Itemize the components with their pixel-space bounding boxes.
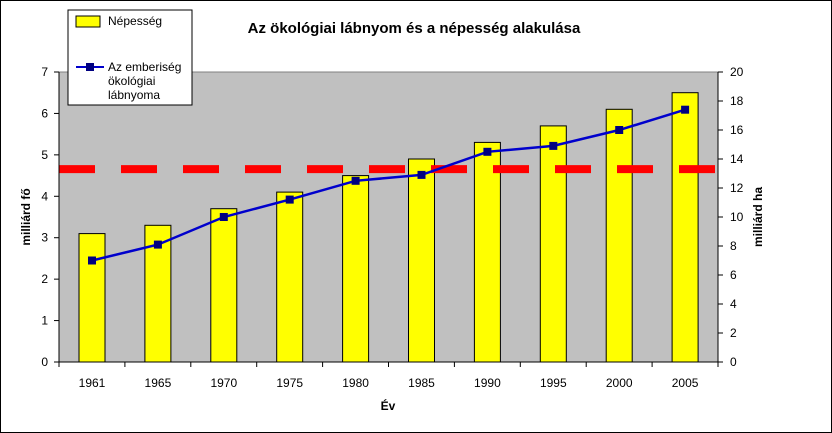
y2-tick-label: 10 bbox=[730, 210, 744, 224]
x-tick-label: 1961 bbox=[79, 376, 106, 390]
x-axis-label: Év bbox=[381, 398, 396, 413]
y2-tick-label: 2 bbox=[730, 326, 737, 340]
y2-tick-label: 16 bbox=[730, 123, 744, 137]
footprint-point-1995 bbox=[549, 141, 558, 150]
footprint-point-1965 bbox=[153, 240, 162, 249]
x-tick-label: 2000 bbox=[606, 376, 633, 390]
y2-tick-label: 12 bbox=[730, 181, 744, 195]
legend-label-population: Népesség bbox=[108, 14, 162, 28]
y-tick-label: 6 bbox=[41, 106, 48, 120]
y2-tick-label: 6 bbox=[730, 268, 737, 282]
y-tick-label: 3 bbox=[41, 231, 48, 245]
footprint-point-1980 bbox=[351, 176, 360, 185]
x-tick-label: 1970 bbox=[210, 376, 237, 390]
y-tick-label: 7 bbox=[41, 65, 48, 79]
bar-1995 bbox=[539, 125, 567, 363]
y-tick-label: 2 bbox=[41, 272, 48, 286]
x-tick-label: 1980 bbox=[342, 376, 369, 390]
bar-1961 bbox=[78, 233, 106, 363]
bar-2000 bbox=[605, 108, 633, 363]
chart-title: Az ökológiai lábnyom és a népesség alaku… bbox=[248, 20, 581, 37]
y-tick-label: 1 bbox=[41, 314, 48, 328]
footprint-point-1961 bbox=[88, 256, 96, 265]
bar-1970 bbox=[210, 208, 238, 363]
x-tick-label: 1975 bbox=[276, 376, 303, 390]
bar-1985 bbox=[408, 158, 435, 363]
legend-label-footprint-2: ökológiai bbox=[108, 74, 155, 88]
legend: Népesség Az emberiség ökológiai lábnyoma bbox=[67, 9, 193, 106]
y-tick-label: 5 bbox=[41, 148, 48, 162]
y2-axis-label: milliárd ha bbox=[751, 187, 765, 247]
x-tick-label: 1990 bbox=[474, 376, 501, 390]
bar-1980 bbox=[342, 175, 370, 363]
y2-tick-label: 20 bbox=[730, 65, 744, 79]
y-tick-label: 4 bbox=[41, 189, 48, 203]
line-series bbox=[88, 105, 690, 265]
footprint-point-2000 bbox=[615, 126, 624, 134]
x-tick-label: 2005 bbox=[672, 376, 699, 390]
footprint-line bbox=[91, 108, 686, 262]
bar-1975 bbox=[276, 191, 304, 363]
y-axis-label: milliárd fő bbox=[19, 188, 33, 245]
y2-tick-label: 4 bbox=[730, 297, 737, 311]
legend-label-footprint-3: lábnyoma bbox=[108, 88, 160, 102]
footprint-point-2005 bbox=[681, 105, 690, 114]
x-tick-label: 1995 bbox=[540, 376, 567, 390]
y2-tick-label: 8 bbox=[730, 239, 737, 253]
bar-series bbox=[78, 92, 699, 363]
y2-tick-label: 0 bbox=[730, 355, 737, 369]
footprint-point-1990 bbox=[483, 147, 492, 156]
bar-2005 bbox=[671, 92, 699, 363]
legend-swatch-footprint-marker bbox=[86, 63, 94, 71]
footprint-point-1970 bbox=[219, 213, 228, 221]
y2-tick-label: 14 bbox=[730, 152, 744, 166]
bar-1990 bbox=[473, 141, 501, 363]
footprint-point-1985 bbox=[417, 170, 426, 179]
x-tick-label: 1985 bbox=[408, 376, 435, 390]
x-tick-label: 1965 bbox=[145, 376, 172, 390]
y-tick-label: 0 bbox=[41, 355, 48, 369]
legend-swatch-population bbox=[75, 15, 101, 28]
footprint-point-1975 bbox=[285, 195, 294, 204]
y2-tick-label: 18 bbox=[730, 94, 744, 108]
legend-label-footprint-1: Az emberiség bbox=[108, 60, 181, 74]
